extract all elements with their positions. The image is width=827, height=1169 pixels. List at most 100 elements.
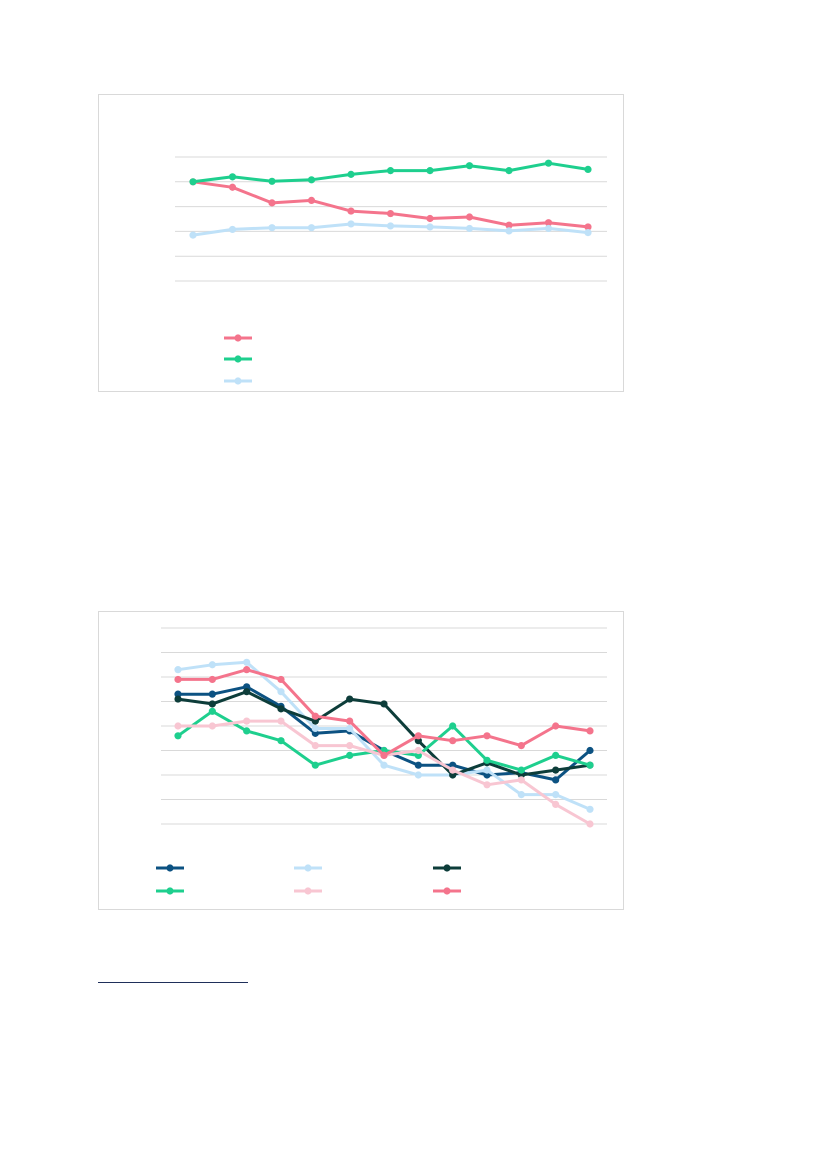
data-point-s2-8 — [465, 162, 474, 170]
data-point-s1-8 — [414, 761, 422, 769]
data-point-s5-3 — [243, 717, 251, 725]
chart-svg-top — [175, 156, 607, 385]
series-line-2 — [176, 660, 592, 811]
data-point-s2-3 — [243, 658, 251, 666]
data-point-s1-9 — [505, 221, 513, 229]
data-point-s2-12 — [552, 791, 560, 799]
data-point-s2-8 — [414, 771, 422, 779]
data-point-s6-1 — [174, 675, 182, 684]
data-point-s2-10 — [544, 159, 553, 167]
data-point-s1-7 — [426, 214, 434, 223]
legend-swatch-marker-4 — [166, 887, 174, 895]
data-point-s3-3 — [243, 688, 251, 696]
data-point-s3-8 — [465, 224, 474, 233]
data-point-s6-8 — [414, 732, 422, 740]
data-point-s2-7 — [380, 761, 388, 769]
data-point-s2-6 — [386, 167, 395, 175]
data-point-s2-6 — [346, 724, 354, 733]
data-point-s1-13 — [586, 746, 594, 755]
data-point-s6-2 — [208, 675, 216, 684]
data-point-s2-11 — [584, 165, 592, 173]
legend-swatch-marker-5 — [304, 887, 312, 895]
data-point-s1-6 — [386, 209, 395, 218]
data-point-s6-12 — [552, 722, 560, 730]
data-point-s2-13 — [586, 805, 594, 813]
legend-swatch-marker-3 — [234, 377, 242, 385]
data-point-s2-11 — [517, 791, 525, 799]
data-point-s3-10 — [544, 224, 553, 233]
data-point-s6-4 — [277, 675, 285, 684]
data-point-s5-13 — [586, 820, 594, 828]
data-point-s5-4 — [277, 717, 285, 725]
data-point-s2-9 — [505, 167, 513, 175]
data-point-s3-3 — [268, 224, 276, 232]
data-point-s4-10 — [483, 756, 491, 764]
data-point-s3-4 — [277, 705, 285, 713]
data-point-s3-7 — [426, 223, 434, 231]
data-point-s5-11 — [517, 776, 525, 784]
data-point-s1-12 — [552, 776, 560, 784]
data-point-s5-6 — [346, 742, 354, 750]
series-line-1 — [191, 180, 590, 229]
data-point-s3-6 — [386, 222, 395, 230]
data-point-s2-5 — [347, 170, 355, 178]
data-point-s1-11 — [584, 223, 592, 231]
data-point-s4-12 — [552, 751, 560, 759]
data-point-s3-4 — [307, 224, 316, 232]
data-point-s6-11 — [517, 742, 525, 750]
legend-swatch-marker-2 — [234, 355, 242, 363]
data-point-s5-8 — [414, 746, 422, 755]
data-point-s4-13 — [586, 761, 594, 769]
series-line-6 — [176, 668, 592, 757]
data-point-s4-9 — [449, 722, 457, 730]
data-point-s3-6 — [346, 695, 354, 703]
data-point-s2-1 — [189, 178, 197, 186]
data-point-s3-2 — [208, 700, 216, 708]
line-chart-bottom — [98, 611, 624, 910]
data-point-s2-2 — [228, 173, 237, 181]
data-point-s6-9 — [449, 737, 457, 745]
data-point-s5-10 — [483, 781, 491, 789]
data-point-s5-1 — [174, 722, 182, 730]
legend-swatch-marker-1 — [234, 334, 242, 342]
data-point-s2-5 — [311, 724, 319, 733]
data-point-s6-13 — [586, 727, 594, 735]
legend-swatch-marker-3 — [443, 864, 451, 872]
data-point-s1-10 — [544, 219, 553, 227]
data-point-s4-3 — [243, 727, 251, 735]
data-point-s4-6 — [346, 751, 354, 759]
data-point-s6-7 — [380, 751, 388, 759]
legend-swatch-marker-1 — [166, 864, 174, 872]
data-point-s4-1 — [174, 732, 182, 740]
data-point-s6-10 — [483, 732, 491, 740]
data-point-s6-6 — [346, 717, 354, 725]
data-point-s1-2 — [208, 690, 216, 698]
data-point-s3-11 — [584, 229, 592, 237]
data-point-s4-4 — [277, 737, 285, 745]
data-point-s1-5 — [347, 207, 355, 215]
data-point-s3-1 — [174, 695, 182, 703]
data-point-s5-9 — [449, 766, 457, 774]
data-point-s4-2 — [208, 707, 216, 715]
data-point-s5-2 — [208, 722, 216, 730]
data-point-s2-10 — [483, 766, 491, 774]
data-point-s2-4 — [277, 688, 285, 696]
legend-swatch-marker-2 — [304, 864, 312, 872]
data-point-s2-4 — [307, 176, 316, 184]
data-point-s2-3 — [268, 177, 276, 185]
data-point-s1-2 — [228, 183, 237, 191]
data-point-s1-3 — [268, 199, 276, 207]
data-point-s3-7 — [380, 700, 388, 708]
data-point-s5-12 — [552, 800, 560, 808]
data-point-s2-7 — [426, 167, 434, 175]
data-point-s3-1 — [189, 231, 197, 239]
data-point-s5-5 — [311, 742, 319, 750]
line-chart-top — [98, 94, 624, 392]
data-point-s6-5 — [311, 712, 319, 720]
data-point-s3-2 — [228, 225, 237, 234]
data-point-s3-12 — [552, 766, 560, 774]
data-point-s1-4 — [307, 196, 316, 204]
data-point-s6-3 — [243, 666, 251, 674]
data-point-s2-2 — [208, 661, 216, 669]
data-point-s1-8 — [465, 213, 474, 221]
